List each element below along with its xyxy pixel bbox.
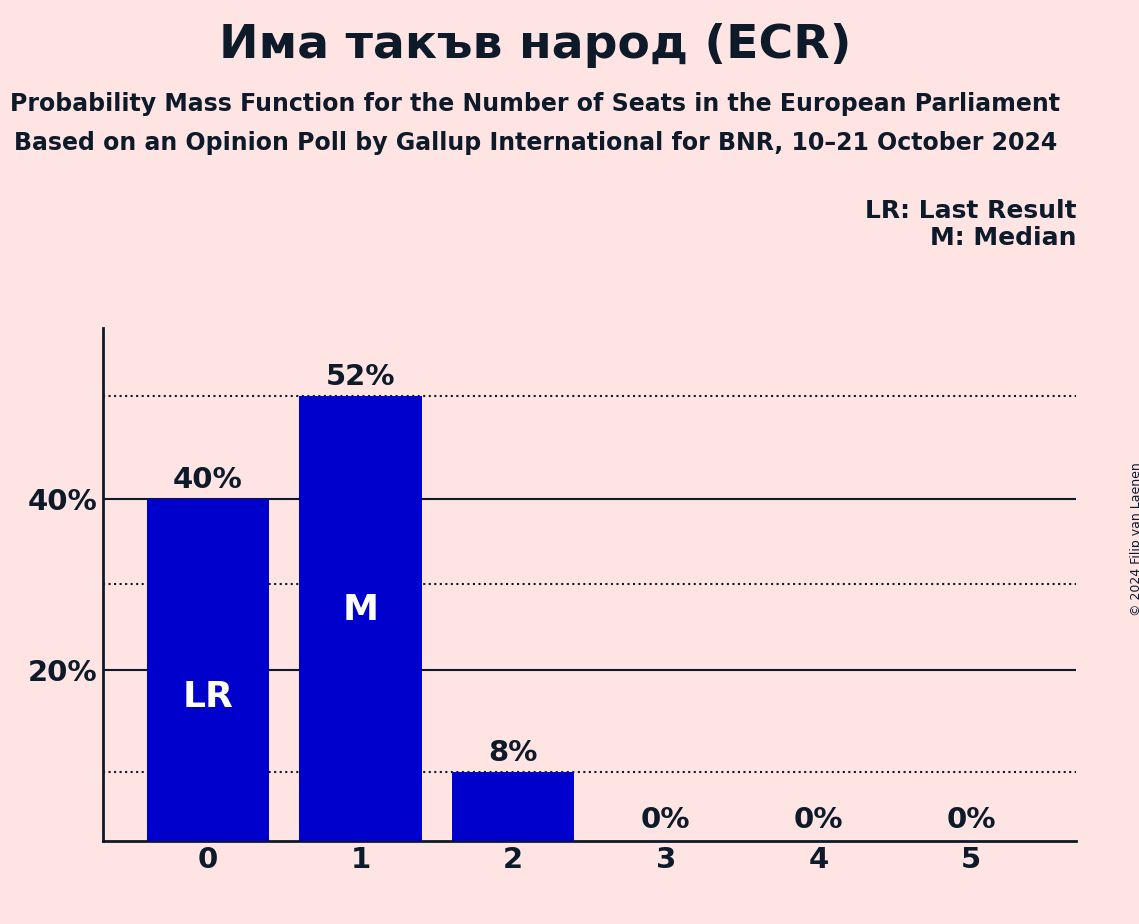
Text: Probability Mass Function for the Number of Seats in the European Parliament: Probability Mass Function for the Number… bbox=[10, 92, 1060, 116]
Text: 40%: 40% bbox=[173, 466, 243, 493]
Text: 8%: 8% bbox=[489, 739, 538, 767]
Bar bbox=[300, 396, 421, 841]
Text: 0%: 0% bbox=[947, 806, 995, 834]
Text: 0%: 0% bbox=[641, 806, 690, 834]
Text: 52%: 52% bbox=[326, 363, 395, 391]
Text: Има такъв народ (ECR): Има такъв народ (ECR) bbox=[219, 23, 852, 68]
Text: LR: Last Result: LR: Last Result bbox=[865, 199, 1076, 223]
Text: LR: LR bbox=[182, 680, 233, 714]
Bar bbox=[147, 499, 269, 841]
Bar bbox=[452, 772, 574, 841]
Text: Based on an Opinion Poll by Gallup International for BNR, 10–21 October 2024: Based on an Opinion Poll by Gallup Inter… bbox=[14, 131, 1057, 155]
Text: © 2024 Filip van Laenen: © 2024 Filip van Laenen bbox=[1130, 462, 1139, 615]
Text: 0%: 0% bbox=[794, 806, 843, 834]
Text: M: M bbox=[343, 592, 378, 626]
Text: M: Median: M: Median bbox=[929, 226, 1076, 250]
